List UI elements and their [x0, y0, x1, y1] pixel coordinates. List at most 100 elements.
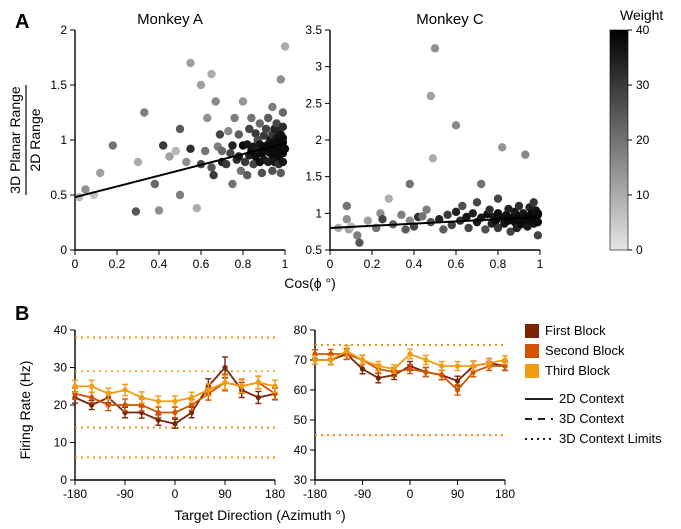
svg-text:0.6: 0.6 [448, 257, 465, 271]
scatter-point [458, 202, 466, 210]
svg-text:0.6: 0.6 [193, 257, 210, 271]
scatter-point [186, 59, 194, 67]
scatter-point [258, 169, 266, 177]
colorbar-gradient [610, 30, 628, 250]
svg-text:180: 180 [265, 487, 285, 501]
scatter-point [197, 81, 205, 89]
svg-text:90: 90 [451, 487, 465, 501]
scatter-point [207, 163, 215, 171]
svg-text:180: 180 [495, 487, 515, 501]
panelA-right-axes: 00.20.40.60.810.511.522.533.5 [305, 23, 543, 271]
scatter-point [264, 114, 272, 122]
panelB-right-axes: -180-90090180304050607080 [294, 323, 516, 501]
panelB-label: B [15, 303, 29, 325]
svg-text:60: 60 [294, 383, 308, 397]
svg-text:2: 2 [60, 23, 67, 37]
scatter-point [439, 225, 447, 233]
scatter-point [277, 75, 285, 83]
scatter-point [343, 202, 351, 210]
scatter-point [172, 147, 180, 155]
panelA-ylabel-bot: 2D Range [27, 108, 43, 171]
svg-text:-180: -180 [303, 487, 327, 501]
scatter-point [353, 231, 361, 239]
scatter-point [279, 123, 287, 131]
svg-text:30: 30 [54, 361, 68, 375]
scatter-point [279, 108, 287, 116]
svg-text:40: 40 [54, 323, 68, 337]
svg-text:10: 10 [636, 188, 650, 202]
scatter-point [228, 141, 236, 149]
scatter-point [477, 180, 485, 188]
legend-swatch [525, 324, 539, 338]
svg-text:90: 90 [218, 487, 232, 501]
scatter-point [159, 141, 167, 149]
scatter-point [281, 42, 289, 50]
svg-text:2D Context: 2D Context [559, 391, 624, 406]
scatter-point [96, 169, 104, 177]
scatter-point [243, 171, 251, 179]
scatter-point [452, 208, 460, 216]
svg-text:0.2: 0.2 [109, 257, 126, 271]
svg-text:10: 10 [54, 436, 68, 450]
svg-text:50: 50 [294, 413, 308, 427]
scatter-point [427, 92, 435, 100]
panelB-left-axes: -180-90090180010203040 [54, 323, 286, 501]
svg-text:0: 0 [60, 243, 67, 257]
scatter-point [81, 185, 89, 193]
scatter-point [182, 158, 190, 166]
svg-text:3.5: 3.5 [305, 23, 322, 37]
scatter-point [401, 225, 409, 233]
scatter-point [429, 154, 437, 162]
scatter-point [186, 145, 194, 153]
svg-text:1.5: 1.5 [305, 170, 322, 184]
svg-text:0.8: 0.8 [490, 257, 507, 271]
scatter-point [132, 207, 140, 215]
svg-text:0: 0 [60, 473, 67, 487]
svg-text:0: 0 [72, 257, 79, 271]
svg-text:3: 3 [315, 60, 322, 74]
svg-text:40: 40 [294, 443, 308, 457]
svg-text:0: 0 [172, 487, 179, 501]
scatter-point [364, 216, 372, 224]
svg-text:3D Context: 3D Context [559, 411, 624, 426]
scatter-point [385, 194, 393, 202]
scatter-point [109, 141, 117, 149]
svg-text:1: 1 [60, 133, 67, 147]
scatter-point [218, 147, 226, 155]
svg-text:0.2: 0.2 [364, 257, 381, 271]
scatter-point [521, 150, 529, 158]
panelB-legend: First BlockSecond BlockThird Block2D Con… [525, 323, 662, 446]
svg-text:30: 30 [636, 78, 650, 92]
scatter-point [247, 114, 255, 122]
legend-swatch [525, 364, 539, 378]
svg-text:0: 0 [407, 487, 414, 501]
scatter-point [481, 225, 489, 233]
scatter-point [281, 145, 289, 153]
scatter-point [151, 180, 159, 188]
scatter-point [515, 202, 523, 210]
svg-text:0.4: 0.4 [406, 257, 423, 271]
panelA-ylabel: 3D Planar Range 2D Range [7, 85, 43, 195]
svg-text:2.5: 2.5 [305, 96, 322, 110]
svg-text:1: 1 [282, 257, 289, 271]
panelA-ylabel-top: 3D Planar Range [7, 86, 23, 194]
scatter-point [343, 215, 351, 223]
scatter-point [176, 125, 184, 133]
scatter-point [378, 215, 386, 223]
svg-text:30: 30 [294, 473, 308, 487]
svg-text:0: 0 [327, 257, 334, 271]
scatter-point [165, 152, 173, 160]
svg-text:20: 20 [54, 398, 68, 412]
panelA-left-axes: 00.20.40.60.8100.511.52 [50, 23, 289, 271]
trend-line [75, 143, 285, 197]
scatter-point [140, 108, 148, 116]
svg-text:2: 2 [315, 133, 322, 147]
svg-text:1: 1 [537, 257, 544, 271]
scatter-point [443, 211, 451, 219]
panelB-xlabel: Target Direction (Azimuth °) [174, 507, 345, 523]
scatter-point [201, 147, 209, 155]
svg-text:-90: -90 [354, 487, 372, 501]
scatter-point [203, 114, 211, 122]
scatter-point [422, 205, 430, 213]
svg-text:0.5: 0.5 [305, 243, 322, 257]
